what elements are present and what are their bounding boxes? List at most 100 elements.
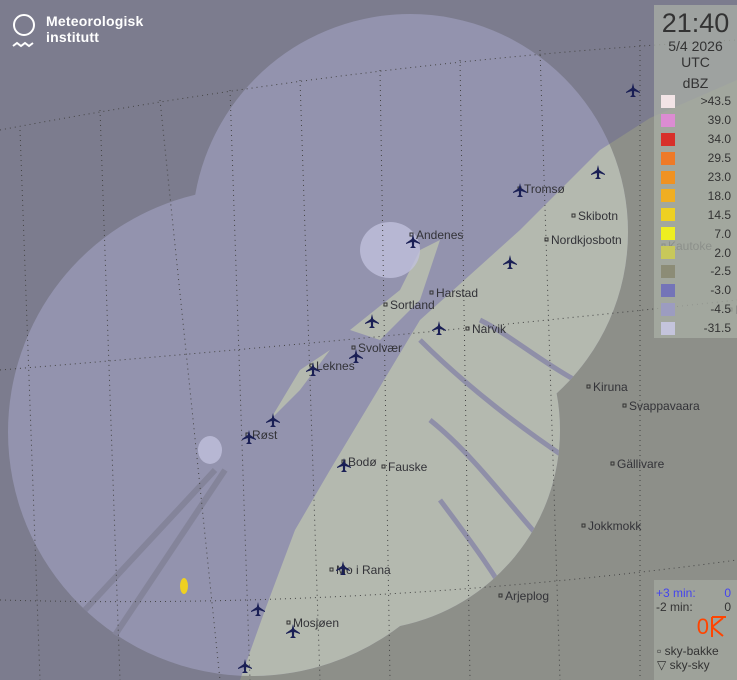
plus3-value: 0 xyxy=(724,586,731,600)
airplane-icon[interactable] xyxy=(286,624,300,638)
city-dot xyxy=(329,567,334,572)
city-label: Røst xyxy=(252,428,278,442)
city-marker[interactable]: Fauske xyxy=(381,460,428,474)
airplane-icon[interactable] xyxy=(242,430,256,444)
legend-swatch xyxy=(661,283,675,297)
dbz-legend: 21:40 5/4 2026 UTC dBZ >43.5 39.0 34.0 29.5… xyxy=(654,5,737,338)
logo-line2: institutt xyxy=(46,29,100,45)
city-label: Mosjøen xyxy=(293,616,339,630)
city-dot xyxy=(581,523,586,528)
airplane-icon[interactable] xyxy=(251,602,265,616)
city-label: Skibotn xyxy=(578,209,618,223)
legend-swatch xyxy=(661,321,675,335)
legend-label: 29.5 xyxy=(707,151,731,166)
city-label: Nordkjosbotn xyxy=(551,233,622,247)
airplane-icon[interactable] xyxy=(266,413,280,427)
minus2-label: -2 min: xyxy=(656,600,693,614)
city-marker[interactable]: Narvik xyxy=(465,322,507,336)
airplane-icon[interactable] xyxy=(306,362,320,376)
city-label: Sortland xyxy=(390,298,435,312)
airplane-icon[interactable] xyxy=(432,321,446,335)
legend-label: 23.0 xyxy=(707,170,731,184)
city-label: Gällivare xyxy=(617,457,665,471)
airplane-icon[interactable] xyxy=(337,458,351,472)
city-label: Tromsø xyxy=(524,182,566,196)
legend-label: -31.5 xyxy=(703,321,731,336)
legend-item: -4.5 xyxy=(654,300,737,319)
legend-swatch xyxy=(661,170,675,184)
legend-item: 23.0 xyxy=(654,168,737,187)
triangle-icon: ▽ xyxy=(657,658,667,672)
date: 5/4 2026 xyxy=(668,38,723,54)
city-label: Fauske xyxy=(388,460,428,474)
city-label: Bodø xyxy=(348,455,377,469)
city-dot xyxy=(465,326,470,331)
city-label: Narvik xyxy=(472,322,507,336)
city-dot xyxy=(383,302,388,307)
city-dot xyxy=(429,290,434,295)
legend-item: -2.5 xyxy=(654,262,737,281)
legend-item: 39.0 xyxy=(654,111,737,130)
legend-swatch xyxy=(661,94,675,108)
city-label: Kiruna xyxy=(593,380,628,394)
city-marker[interactable]: Gällivare xyxy=(610,457,665,471)
legend-swatch xyxy=(661,264,675,278)
timezone: UTC xyxy=(681,54,710,70)
legend-swatch xyxy=(661,113,675,127)
unit: dBZ xyxy=(682,75,709,91)
airplane-icon[interactable] xyxy=(503,255,517,269)
logo-icon xyxy=(12,14,35,48)
met-logo[interactable]: Meteorologisk institutt xyxy=(12,13,144,51)
city-dot xyxy=(571,213,576,218)
city-dot xyxy=(351,345,356,350)
city-marker[interactable]: Leknes xyxy=(309,359,355,373)
city-marker[interactable]: Svappavaara xyxy=(622,399,700,413)
city-marker[interactable]: Andenes xyxy=(409,228,463,242)
legend-swatch xyxy=(661,151,675,165)
city-dot xyxy=(544,237,549,242)
city-dot xyxy=(586,384,591,389)
airplane-icon[interactable] xyxy=(336,561,350,575)
airplane-icon[interactable] xyxy=(591,165,605,179)
airplane-icon[interactable] xyxy=(406,234,420,248)
city-marker[interactable]: Svolvær xyxy=(351,341,402,355)
time: 21:40 xyxy=(661,8,730,38)
city-marker[interactable]: Arjeplog xyxy=(498,589,549,603)
city-label: Svolvær xyxy=(358,341,402,355)
legend-swatch xyxy=(661,227,675,241)
city-marker[interactable]: Harstad xyxy=(429,286,478,300)
airplane-icon[interactable] xyxy=(238,659,252,673)
city-label: Jokkmokk xyxy=(588,519,642,533)
city-label: Svappavaara xyxy=(629,399,700,413)
minus2-value: 0 xyxy=(724,600,731,614)
city-label: Leknes xyxy=(316,359,355,373)
city-marker[interactable]: Nordkjosbotn xyxy=(544,233,622,247)
legend-swatch xyxy=(661,302,675,316)
city-marker[interactable]: Tromsø xyxy=(517,182,566,196)
legend-swatch xyxy=(661,246,675,260)
city-marker[interactable]: Jokkmokk xyxy=(581,519,642,533)
city-marker[interactable]: Sortland xyxy=(383,298,435,312)
city-marker[interactable]: Skibotn xyxy=(571,209,618,223)
legend-item: 34.0 xyxy=(654,130,737,149)
city-marker[interactable]: Mosjøen xyxy=(286,616,339,630)
legend-label: 18.0 xyxy=(707,188,731,203)
legend-item: >43.5 xyxy=(654,92,737,111)
legend-label: 34.0 xyxy=(707,132,731,147)
graticule xyxy=(0,39,737,680)
city-marker[interactable]: Mo i Rana xyxy=(329,563,391,577)
airplane-icon[interactable] xyxy=(349,349,363,363)
airplane-icon[interactable] xyxy=(365,314,379,328)
legend-swatch xyxy=(661,132,675,146)
legend-label: >43.5 xyxy=(700,94,731,109)
city-marker[interactable]: Bodø xyxy=(341,455,377,469)
airplane-icon[interactable] xyxy=(513,183,527,197)
legend-item: 29.5 xyxy=(654,149,737,168)
city-marker[interactable]: Kiruna xyxy=(586,380,628,394)
city-label: Mo i Rana xyxy=(336,563,391,577)
airplane-icon[interactable] xyxy=(626,83,640,97)
ground-label: sky-bakke xyxy=(664,644,719,658)
lightning-total: 0 xyxy=(696,614,709,639)
legend-label: -2.5 xyxy=(710,264,731,279)
